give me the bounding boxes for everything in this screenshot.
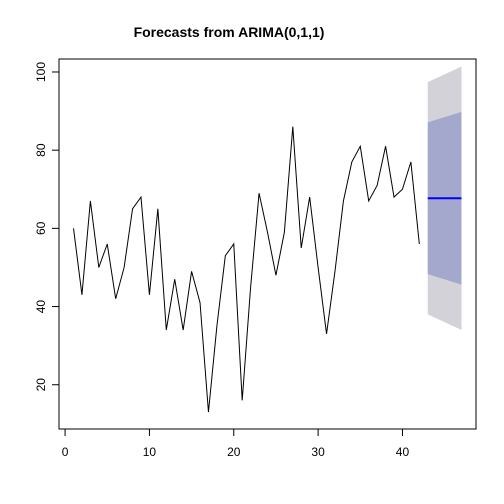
y-tick-label: 20 bbox=[34, 378, 48, 392]
y-tick-label: 60 bbox=[34, 221, 48, 235]
y-tick-label: 80 bbox=[34, 143, 48, 157]
x-axis: 0 10 20 30 40 bbox=[62, 428, 410, 459]
series-line bbox=[73, 126, 420, 413]
series-group bbox=[73, 126, 420, 413]
x-tick-label: 20 bbox=[227, 445, 241, 459]
chart-title: Forecasts from ARIMA(0,1,1) bbox=[134, 24, 325, 40]
x-tick-label: 40 bbox=[396, 445, 410, 459]
x-tick-label: 30 bbox=[311, 445, 325, 459]
x-tick-label: 0 bbox=[62, 445, 69, 459]
y-tick-label: 40 bbox=[34, 300, 48, 314]
y-tick-label: 100 bbox=[34, 62, 48, 82]
x-tick-label: 10 bbox=[143, 445, 157, 459]
y-axis: 20 40 60 80 100 bbox=[34, 62, 60, 392]
plot-frame bbox=[58, 58, 477, 430]
